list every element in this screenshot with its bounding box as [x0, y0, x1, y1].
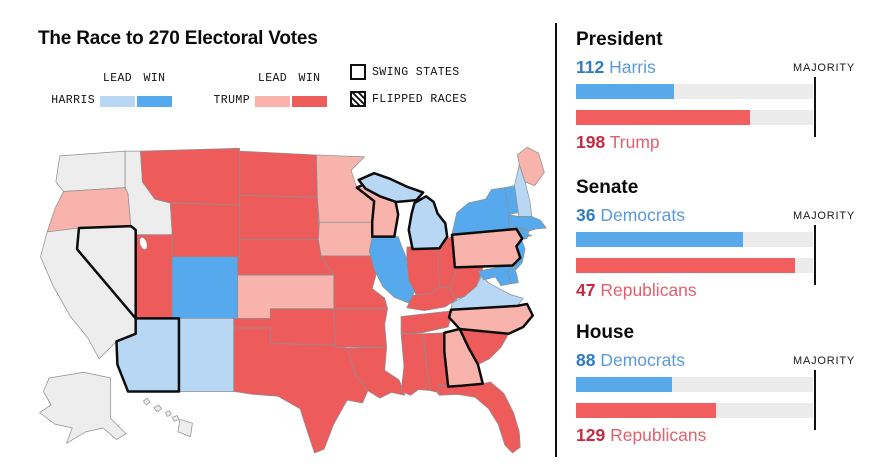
state-GA[interactable]: [443, 327, 485, 388]
dem-result: 36 Democrats: [576, 205, 685, 226]
harris-win-swatch: [137, 96, 172, 107]
state-ND[interactable]: [239, 150, 318, 198]
swing-states-icon: [350, 64, 366, 80]
rep-bar: [576, 403, 813, 418]
rep-name: Trump: [609, 132, 660, 152]
majority-label: MAJORITY: [792, 62, 855, 74]
section-president: President 112 Harris MAJORITY 198 Trump: [576, 29, 855, 161]
swing-states-label: SWING STATES: [372, 66, 460, 79]
dem-result: 88 Democrats: [576, 350, 685, 371]
state-WY[interactable]: [169, 202, 240, 258]
dem-bar-fill: [576, 84, 675, 99]
rep-count: 198: [576, 132, 606, 152]
state-OR[interactable]: [46, 187, 132, 233]
state-PA[interactable]: [450, 227, 524, 269]
dem-bar: [576, 84, 813, 99]
state-AZ[interactable]: [115, 317, 181, 393]
great-salt-lake: [139, 237, 148, 250]
state-HI[interactable]: [143, 397, 193, 438]
trump-legend-label: TRUMP: [213, 94, 250, 107]
us-map: [39, 146, 547, 454]
flipped-races-label: FLIPPED RACES: [372, 93, 467, 106]
dem-count: 36: [576, 205, 596, 225]
majority-label: MAJORITY: [792, 355, 855, 367]
dem-name: Democrats: [600, 205, 685, 225]
state-FL[interactable]: [437, 381, 521, 454]
dem-name: Harris: [609, 57, 656, 77]
dem-count: 88: [576, 350, 596, 370]
harris-lead-swatch: [100, 96, 135, 107]
rep-bar: [576, 258, 813, 273]
trump-win-swatch: [292, 96, 327, 107]
dem-name: Democrats: [600, 350, 685, 370]
state-MI[interactable]: [357, 171, 449, 251]
page-title: The Race to 270 Electoral Votes: [38, 28, 318, 49]
trump-lead-swatch: [255, 96, 290, 107]
dem-count: 112: [576, 57, 605, 77]
majority-tick: [814, 225, 816, 285]
rep-result: 129 Republicans: [576, 425, 706, 446]
rep-count: 129: [576, 425, 606, 445]
rep-bar-fill: [576, 403, 717, 418]
section-senate: Senate 36 Democrats MAJORITY 47 Republic…: [576, 177, 855, 309]
majority-tick: [814, 77, 816, 137]
state-AR[interactable]: [333, 308, 388, 348]
panel-divider: [555, 23, 557, 457]
harris-win-header: WIN: [143, 72, 166, 85]
state-NV[interactable]: [75, 224, 137, 320]
rep-bar-fill: [576, 258, 795, 273]
rep-name: Republicans: [610, 425, 707, 445]
state-UT[interactable]: [135, 234, 173, 319]
rep-bar: [576, 110, 813, 125]
state-LA[interactable]: [346, 346, 406, 399]
rep-name: Republicans: [600, 280, 697, 300]
state-MT[interactable]: [140, 147, 240, 206]
dem-bar-fill: [576, 377, 672, 392]
harris-lead-header: LEAD: [102, 72, 133, 85]
flipped-races-icon: [350, 91, 366, 107]
trump-lead-header: LEAD: [257, 72, 288, 85]
section-heading: President: [576, 29, 663, 50]
state-TX[interactable]: [233, 327, 369, 454]
section-house: House 88 Democrats MAJORITY 129 Republic…: [576, 322, 855, 454]
majority-tick: [814, 370, 816, 430]
dem-result: 112 Harris: [576, 57, 656, 78]
rep-bar-fill: [576, 110, 750, 125]
trump-win-header: WIN: [298, 72, 321, 85]
harris-legend-label: HARRIS: [51, 94, 95, 107]
dem-bar: [576, 232, 813, 247]
state-NC[interactable]: [447, 302, 535, 336]
majority-label: MAJORITY: [792, 210, 855, 222]
state-SD[interactable]: [239, 194, 320, 240]
section-heading: House: [576, 322, 635, 343]
state-ME[interactable]: [517, 146, 545, 187]
state-CO[interactable]: [171, 256, 238, 319]
section-heading: Senate: [576, 177, 639, 198]
state-AK[interactable]: [39, 371, 127, 444]
rep-result: 198 Trump: [576, 132, 660, 153]
state-NM[interactable]: [178, 318, 235, 392]
rep-result: 47 Republicans: [576, 280, 697, 301]
rep-count: 47: [576, 280, 596, 300]
state-TN[interactable]: [400, 310, 454, 335]
dem-bar: [576, 377, 813, 392]
dem-bar-fill: [576, 232, 744, 247]
state-WA[interactable]: [55, 150, 126, 192]
